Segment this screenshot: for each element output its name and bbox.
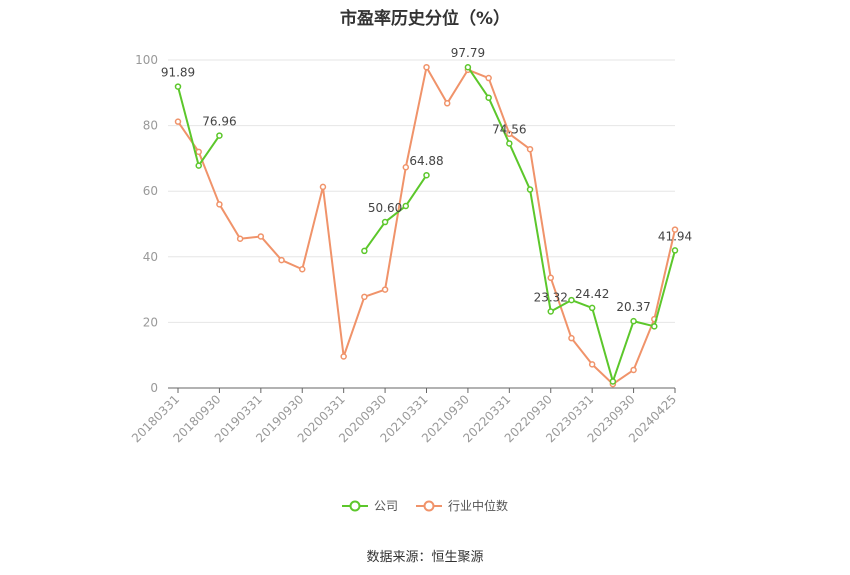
industry-point <box>257 233 265 240</box>
data-label: 64.88 <box>409 154 443 168</box>
company-point <box>381 218 389 226</box>
industry-point <box>340 353 347 360</box>
legend-item-company[interactable]: 公司 <box>341 497 398 514</box>
industry-point <box>443 100 451 107</box>
industry-point <box>485 74 492 82</box>
company-point <box>216 132 223 139</box>
data-label: 91.89 <box>161 66 195 80</box>
legend-item-industry[interactable]: 行业中位数 <box>416 497 508 514</box>
company-point <box>568 296 575 304</box>
industry-point <box>319 183 327 191</box>
industry-point <box>216 201 223 208</box>
y-tick-label: 20 <box>143 315 158 329</box>
industry-point <box>402 164 410 171</box>
y-tick-label: 40 <box>143 250 158 264</box>
legend-industry-label: 行业中位数 <box>448 499 509 513</box>
industry-point <box>506 130 513 138</box>
company-point <box>361 247 368 255</box>
data-label: 41.94 <box>658 229 692 243</box>
company-point <box>526 186 534 193</box>
industry-point <box>568 334 575 342</box>
company-point <box>402 202 410 210</box>
company-point <box>630 317 637 325</box>
y-tick-label: 80 <box>143 119 158 133</box>
industry-point <box>299 266 306 273</box>
data-label: 20.37 <box>616 300 650 314</box>
industry-point <box>174 118 182 125</box>
source-note: 数据来源：恒生聚源 <box>366 550 484 565</box>
industry-point <box>588 361 596 368</box>
company-line <box>363 174 428 252</box>
y-tick-label: 100 <box>135 53 158 67</box>
industry-point <box>381 286 389 293</box>
y-tick-label: 60 <box>143 184 158 198</box>
legend-industry-marker <box>416 500 442 511</box>
company-point <box>671 247 679 254</box>
data-label: 74.56 <box>492 122 526 136</box>
data-label: 23.32 <box>534 291 568 305</box>
company-point <box>609 378 617 385</box>
industry-point <box>361 293 368 301</box>
industry-point <box>236 235 244 243</box>
company-line <box>467 66 676 383</box>
legend-company-label: 公司 <box>373 499 398 513</box>
industry-point <box>630 366 637 374</box>
legend-company-marker <box>341 500 368 511</box>
industry-point <box>671 226 679 233</box>
industry-point <box>278 256 285 264</box>
company-point <box>464 63 472 71</box>
data-label: 97.79 <box>451 46 485 60</box>
data-label: 24.42 <box>575 287 609 301</box>
company-point <box>195 162 202 169</box>
company-point <box>174 83 182 90</box>
company-point <box>423 171 430 179</box>
industry-point <box>195 148 202 156</box>
company-point <box>485 94 492 101</box>
chart-title: 市盈率历史分位（%） <box>339 9 511 29</box>
industry-point <box>547 274 554 282</box>
y-tick-label: 0 <box>150 381 158 395</box>
company-point <box>547 308 554 315</box>
data-label: 50.60 <box>368 201 402 215</box>
company-point <box>588 304 596 312</box>
data-label: 76.96 <box>202 115 236 129</box>
company-point <box>506 140 513 147</box>
company-point <box>651 323 658 330</box>
legend: 公司 行业中位数 <box>0 497 850 514</box>
industry-point <box>423 63 430 71</box>
industry-point <box>526 145 534 153</box>
